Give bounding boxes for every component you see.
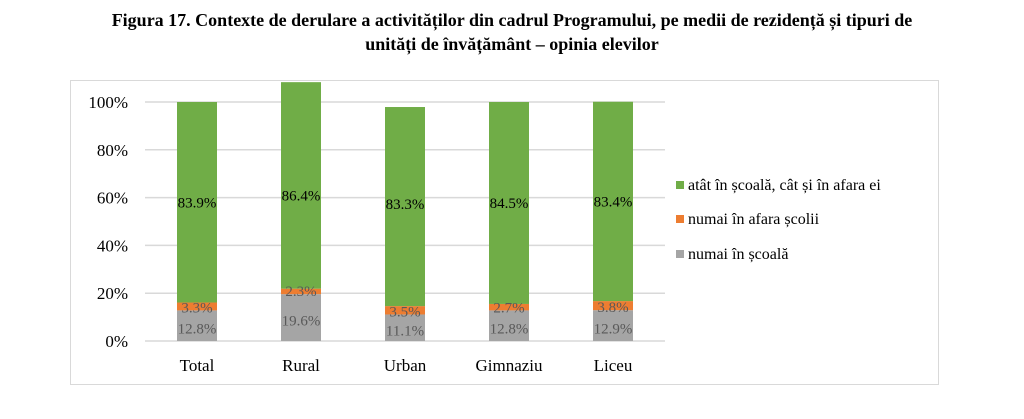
bar-segment (177, 302, 217, 311)
x-tick-label: Urban (384, 356, 427, 375)
data-label: 3.8% (597, 300, 628, 316)
y-tick-label: 80% (97, 141, 128, 160)
bar-segment (385, 107, 425, 307)
chart-frame (70, 80, 939, 385)
x-tick-label: Liceu (594, 356, 633, 375)
bar-segment (385, 314, 425, 341)
data-label: 2.3% (285, 284, 316, 300)
y-tick-label: 20% (97, 284, 128, 303)
legend-label: numai în afara școlii (688, 211, 820, 228)
bars (177, 82, 633, 341)
x-tick-label: Gimnaziu (475, 356, 543, 375)
data-labels: 12.8% 3.3% 83.9% 19.6% 2.3% 86.4% 11.1% 3.5% 83.… (178, 188, 633, 339)
bar-segment (489, 310, 529, 341)
x-tick-label: Total (180, 356, 215, 375)
bar-segment (281, 82, 321, 289)
data-label: 12.8% (490, 322, 529, 338)
data-label: 11.1% (386, 324, 424, 340)
y-tick-label: 0% (105, 332, 128, 351)
bar-segment (489, 303, 529, 311)
figure-title-line-1: Figura 17. Contexte de derulare a activi… (111, 10, 913, 30)
y-tick-label: 100% (88, 93, 128, 112)
data-label: 3.3% (181, 300, 212, 316)
legend-swatch (676, 215, 684, 223)
data-label: 12.9% (594, 322, 633, 338)
legend-item: numai în afara școlii (676, 211, 820, 228)
data-label: 86.4% (282, 188, 321, 204)
x-tick-label: Rural (282, 356, 320, 375)
y-tick-label: 60% (97, 189, 128, 208)
data-label: 83.4% (594, 195, 633, 211)
data-label: 83.3% (386, 197, 425, 213)
x-axis-ticks: Total Rural Urban Gimnaziu Liceu (180, 356, 633, 375)
legend-swatch (676, 250, 684, 258)
data-label: 84.5% (490, 196, 529, 212)
y-tick-label: 40% (97, 236, 128, 255)
data-label: 19.6% (282, 314, 321, 330)
bar-segment (177, 102, 217, 303)
data-label: 12.8% (178, 322, 217, 338)
bar-segment (385, 306, 425, 315)
bar-segment (489, 102, 529, 304)
legend-label: numai în școală (688, 246, 788, 263)
bar-segment (177, 310, 217, 341)
data-label: 2.7% (493, 300, 524, 316)
bar-segment (593, 310, 633, 341)
legend-item: atât în școală, cât și în afara ei (676, 177, 881, 194)
figure-title-line-2: unități de învățământ – opinia elevilor (365, 34, 659, 54)
bar-segment (593, 301, 633, 311)
bar-segment (281, 288, 321, 295)
y-axis-ticks: 0% 20% 40% 60% 80% 100% (88, 93, 128, 351)
data-label: 3.5% (389, 304, 420, 320)
legend-swatch (676, 181, 684, 189)
legend-label: atât în școală, cât și în afara ei (688, 177, 881, 194)
figure-title: Figura 17. Contexte de derulare a activi… (0, 8, 1024, 56)
bar-segment (593, 101, 633, 302)
bar-segment (281, 294, 321, 341)
data-label: 83.9% (178, 195, 217, 211)
legend-item: numai în școală (676, 246, 788, 263)
legend: atât în școală, cât și în afara ei numai … (676, 177, 881, 263)
